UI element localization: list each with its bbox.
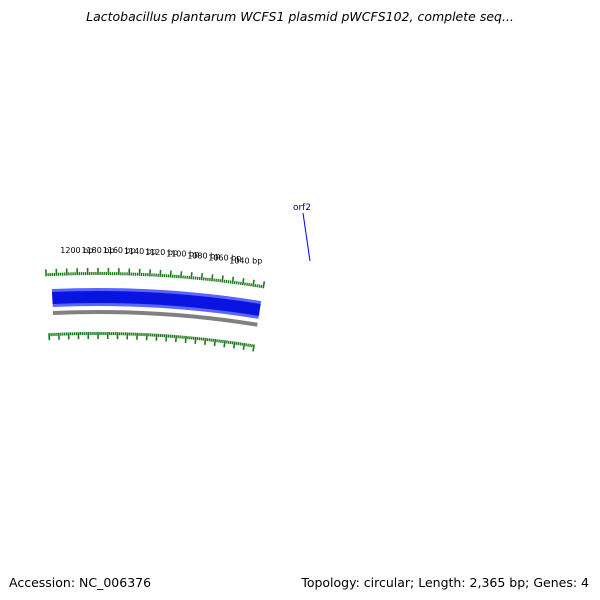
gene-track-orf2[interactable] xyxy=(52,291,261,316)
gene-labels: orf2 xyxy=(293,203,311,262)
accession-text: Accession: NC_006376 xyxy=(9,575,152,590)
tick-label: 1080 bp xyxy=(187,251,220,260)
outer-tick xyxy=(241,278,245,286)
outer-tick xyxy=(262,281,266,289)
inner-tick-ring xyxy=(48,332,255,352)
outer-tick xyxy=(200,273,204,281)
outer-tick xyxy=(211,274,214,282)
inner-tick xyxy=(232,341,236,349)
inner-tick xyxy=(242,342,246,351)
inner-tick xyxy=(184,335,187,344)
inner-tick xyxy=(223,340,226,348)
outer-tick xyxy=(231,276,235,284)
outer-tick xyxy=(252,279,255,287)
inner-tick xyxy=(252,344,255,352)
tick-label: 1120 bp xyxy=(145,248,178,257)
tick-label: 1140 bp xyxy=(124,247,157,256)
tick-label: 1160 bp xyxy=(103,246,136,255)
outer-tick xyxy=(180,271,183,279)
gene-leader-line xyxy=(302,212,311,262)
map-title: Lactobacillus plantarum WCFS1 plasmid pW… xyxy=(86,9,514,24)
inner-tick xyxy=(174,335,178,343)
outer-tick xyxy=(190,272,193,280)
tick-label: 1060 bp xyxy=(208,254,241,263)
inner-tick xyxy=(204,337,207,345)
tick-label: 1040 bp xyxy=(229,256,262,265)
inner-tick xyxy=(194,336,197,344)
gene-label-orf2[interactable]: orf2 xyxy=(293,203,311,213)
topology-summary: Topology: circular; Length: 2,365 bp; Ge… xyxy=(301,575,589,590)
inner-tick xyxy=(213,338,217,347)
tick-label: 1100 bp xyxy=(166,249,199,258)
tick-label: 1200 bp xyxy=(60,246,93,255)
plasmid-backbone xyxy=(52,310,258,327)
tick-label: 1180 bp xyxy=(81,246,114,255)
outer-tick-ring xyxy=(45,268,266,289)
outer-tick xyxy=(221,275,224,283)
